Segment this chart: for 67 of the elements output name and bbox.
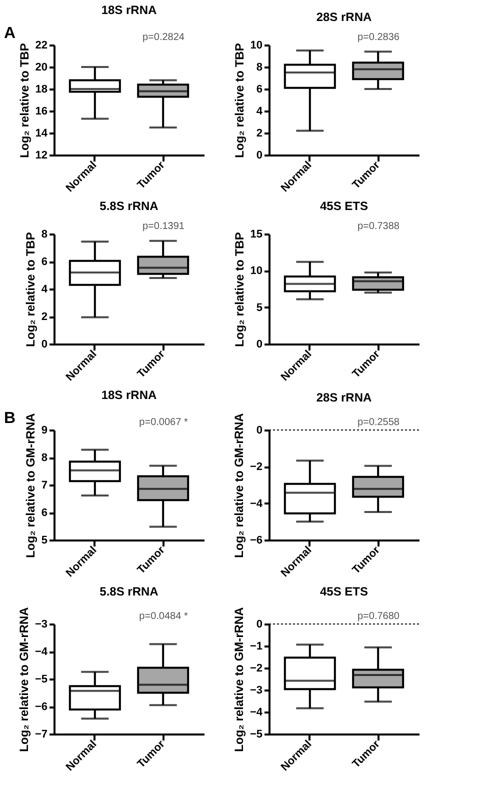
text: p=0.7388 — [358, 221, 400, 232]
chart-title: 45S ETS — [320, 584, 368, 599]
text: p=0.1391 — [142, 221, 185, 232]
y-tick-label: −6 — [250, 534, 262, 546]
y-tick-label: 15 — [250, 228, 262, 240]
chart-title: 28S rRNA — [316, 390, 372, 405]
y-axis-title: Log₂ relative to TBP — [232, 232, 246, 347]
y-tick-label: −4 — [34, 646, 48, 658]
text: p=0.0067 * — [139, 417, 188, 428]
text: p=0.2824 — [142, 32, 185, 43]
text: B — [4, 410, 16, 427]
y-tick-label: 6 — [41, 256, 48, 268]
y-tick-label: −2 — [250, 461, 262, 474]
y-tick-label: 6 — [41, 507, 48, 519]
chart-title: 28S rRNA — [316, 10, 372, 24]
y-tick-label: 0 — [256, 424, 262, 436]
text: p=0.2836 — [358, 32, 400, 43]
y-tick-label: 0 — [256, 338, 262, 350]
chart-title: 5.8S rRNA — [100, 584, 159, 599]
y-tick-label: 8 — [41, 452, 48, 464]
y-tick-label: 5 — [256, 302, 262, 314]
y-axis-title: Log₂ relative to TBP — [23, 232, 38, 347]
y-tick-label: 10 — [250, 265, 262, 278]
y-tick-label: 5 — [41, 534, 48, 546]
y-tick-label: 9 — [41, 424, 48, 436]
y-axis-title: Log₂ relative to GM-rRNA — [16, 606, 31, 752]
y-tick-label: −5 — [34, 674, 48, 686]
text: p=0.2558 — [358, 417, 400, 428]
y-tick-label: −5 — [250, 728, 262, 740]
y-tick-label: −3 — [34, 618, 48, 630]
y-axis-title: Log₂ relative to TBP — [232, 43, 246, 158]
y-axis-title: Log₂ relative to GM-rRNA — [232, 412, 246, 558]
y-tick-label: 4 — [41, 284, 48, 296]
y-tick-label: 8 — [256, 62, 262, 74]
y-tick-label: 18 — [35, 84, 48, 96]
y-tick-label: −3 — [250, 684, 262, 696]
y-tick-label: −2 — [250, 662, 262, 674]
chart-title: 5.8S rRNA — [100, 199, 159, 213]
y-tick-label: 8 — [41, 228, 48, 240]
y-tick-label: 0 — [41, 338, 48, 350]
chart-title: 45S ETS — [320, 199, 368, 213]
y-tick-label: 7 — [41, 480, 48, 492]
y-tick-label: −1 — [250, 640, 262, 652]
y-axis-title: Log₂ relative to TBP — [17, 43, 32, 158]
y-tick-label: −7 — [34, 728, 48, 740]
chart-title: 18S rRNA — [101, 3, 158, 17]
text: A — [4, 25, 16, 42]
y-tick-label: 10 — [250, 40, 262, 52]
y-tick-label: −6 — [34, 701, 48, 713]
y-tick-label: 2 — [256, 128, 262, 140]
y-tick-label: 0 — [256, 150, 262, 162]
y-tick-label: 0 — [256, 618, 262, 630]
text: p=0.0484 * — [139, 611, 188, 622]
y-axis-title: Log₂ relative to GM-rRNA — [23, 412, 38, 558]
chart-title: 18S rRNA — [101, 388, 158, 402]
y-tick-label: 14 — [35, 128, 48, 140]
y-tick-label: −4 — [250, 498, 264, 510]
y-tick-label: 12 — [35, 150, 48, 162]
y-tick-label: 16 — [35, 106, 48, 118]
y-tick-label: −4 — [250, 706, 264, 718]
y-tick-label: 20 — [35, 62, 48, 74]
y-tick-label: 6 — [256, 84, 262, 96]
y-tick-label: 22 — [35, 40, 48, 52]
text: p=0.7680 — [358, 611, 400, 622]
y-tick-label: 4 — [256, 106, 264, 118]
y-tick-label: 2 — [41, 311, 48, 323]
y-axis-title: Log₂ relative to GM-rRNA — [232, 606, 246, 752]
